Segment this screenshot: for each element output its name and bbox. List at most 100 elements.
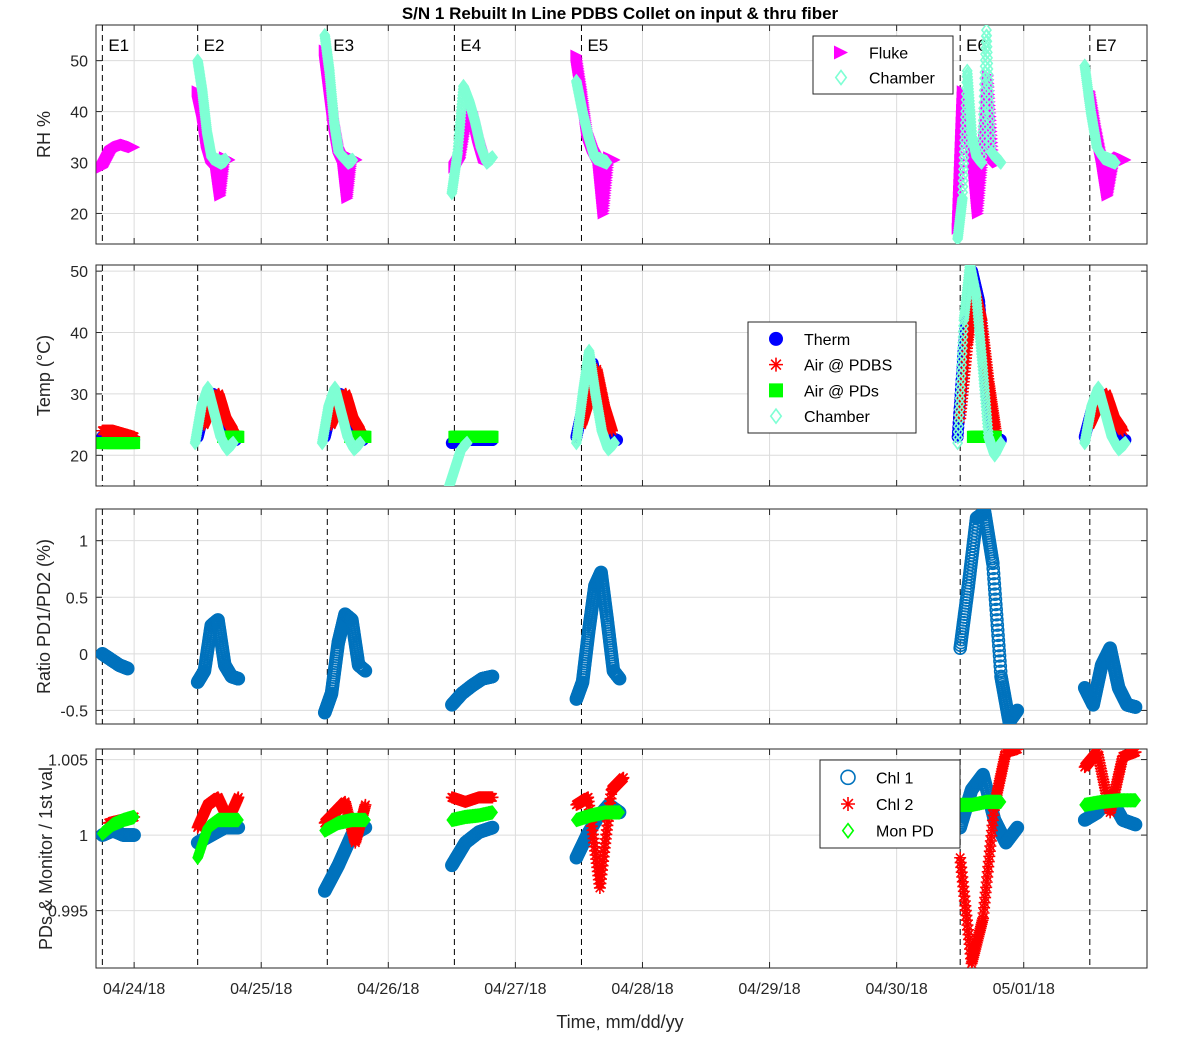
- data-point: [986, 566, 1001, 581]
- event-label: E5: [587, 36, 608, 55]
- data-point: [605, 424, 618, 437]
- data-point: [991, 628, 1005, 643]
- data-point: [973, 315, 985, 331]
- data-point: [958, 150, 970, 165]
- legend: Fluke Chamber: [812, 35, 954, 95]
- legend-marker: [769, 357, 783, 372]
- event-label: E2: [204, 36, 225, 55]
- data-point: [990, 618, 1005, 632]
- data-point: [971, 294, 983, 310]
- data-point: [1116, 424, 1129, 437]
- legend-entry: Chamber: [869, 71, 935, 88]
- data-point: [486, 430, 499, 443]
- data-point: [992, 649, 1007, 663]
- data-point: [358, 664, 373, 678]
- data-point: [972, 309, 984, 325]
- data-point: [987, 582, 1002, 596]
- event-label: E4: [460, 36, 481, 55]
- legend-entry: Chamber: [804, 409, 870, 426]
- data-point: [1109, 155, 1121, 170]
- legend-marker: [769, 407, 783, 425]
- data-point: [972, 306, 984, 322]
- data-point: [957, 185, 969, 200]
- y-tick-label: 0: [79, 647, 88, 664]
- data-point: [971, 297, 983, 313]
- legend-box: [812, 35, 954, 95]
- y-tick-label: 40: [70, 326, 88, 343]
- data-point: [992, 638, 1006, 653]
- data-point: [975, 346, 987, 362]
- data-point: [976, 155, 988, 170]
- data-point: [974, 334, 986, 350]
- data-point: [976, 143, 988, 158]
- data-point: [972, 303, 984, 319]
- data-point: [989, 607, 1004, 622]
- data-point: [988, 587, 1002, 601]
- data-point: [1119, 435, 1131, 451]
- y-tick-label: 50: [70, 264, 88, 281]
- data-point: [993, 654, 1007, 668]
- data-point: [354, 424, 367, 437]
- data-point: [974, 328, 986, 343]
- data-point: [986, 561, 1001, 576]
- data-point: [976, 149, 988, 164]
- data-point: [128, 437, 141, 450]
- data-point: [995, 435, 1007, 451]
- data-point: [975, 337, 987, 353]
- data-point: [1119, 153, 1132, 166]
- data-point: [974, 325, 986, 340]
- legend-entry: Therm: [804, 332, 850, 349]
- data-point: [231, 671, 246, 686]
- data-point: [986, 556, 1000, 571]
- data-point: [956, 190, 968, 206]
- data-point: [227, 424, 240, 437]
- legend-marker: [769, 383, 783, 398]
- data-point: [128, 141, 141, 154]
- y-tick-label: 20: [70, 448, 88, 465]
- data-point: [976, 137, 988, 152]
- data-point: [970, 288, 982, 304]
- data-point: [987, 571, 1001, 586]
- y-tick-label: 0.5: [66, 590, 88, 607]
- legend-entry: Fluke: [869, 46, 908, 63]
- data-point: [612, 671, 627, 686]
- y-tick-label: -0.5: [60, 703, 88, 720]
- data-point: [487, 150, 499, 165]
- data-point: [601, 155, 613, 170]
- data-point: [957, 179, 969, 194]
- series-ratio: [96, 509, 1143, 724]
- legend-marker: [834, 69, 848, 86]
- y-tick-label: 1: [79, 534, 88, 551]
- data-point: [989, 424, 1002, 437]
- data-marks: [96, 509, 1143, 724]
- data-point: [957, 173, 969, 189]
- data-point: [227, 435, 239, 451]
- data-point: [976, 349, 988, 365]
- data-point: [990, 623, 1005, 637]
- legend-marker: [834, 45, 848, 60]
- y-tick-label: 40: [70, 105, 88, 122]
- event-label: E1: [108, 36, 129, 55]
- data-point: [128, 430, 141, 443]
- data-point: [975, 340, 987, 356]
- data-point: [988, 592, 1003, 607]
- legend-marker: [769, 331, 783, 346]
- data-point: [989, 597, 1003, 612]
- data-point: [956, 192, 968, 208]
- event-label: E7: [1096, 36, 1117, 55]
- figure-title: S/N 1 Rebuilt In Line PDBS Collet on inp…: [402, 4, 839, 23]
- data-point: [992, 643, 1006, 658]
- data-point: [461, 435, 473, 451]
- y-axis-label: Temp (°C): [34, 335, 54, 416]
- y-axis-label: RH %: [34, 111, 54, 158]
- data-point: [975, 343, 987, 359]
- data-point: [609, 435, 621, 451]
- legend-entry: Air @ PDBS: [804, 358, 892, 375]
- data-point: [347, 152, 359, 168]
- series-chamber: [189, 265, 1131, 486]
- data-point: [989, 602, 1004, 617]
